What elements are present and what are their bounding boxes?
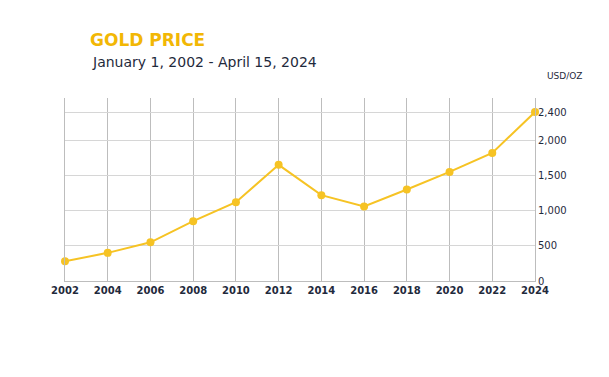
svg-text:2002: 2002 [51,285,79,296]
svg-text:2022: 2022 [478,285,506,296]
svg-text:2016: 2016 [350,285,378,296]
svg-text:2008: 2008 [179,285,207,296]
svg-text:2012: 2012 [265,285,293,296]
svg-text:GOLD PRICE: GOLD PRICE [90,30,205,50]
svg-text:2,000: 2,000 [538,135,567,146]
svg-text:2004: 2004 [94,285,122,296]
svg-text:500: 500 [538,240,557,251]
svg-text:2006: 2006 [137,285,165,296]
svg-text:0: 0 [538,276,544,287]
svg-text:2010: 2010 [222,285,250,296]
svg-text:1,000: 1,000 [538,205,567,216]
svg-text:2,400: 2,400 [538,107,567,118]
svg-text:January 1, 2002 - April 15, 20: January 1, 2002 - April 15, 2024 [92,54,317,70]
svg-text:1,500: 1,500 [538,170,567,181]
svg-text:2024: 2024 [521,285,549,296]
svg-text:2014: 2014 [307,285,335,296]
svg-text:2018: 2018 [393,285,421,296]
svg-text:2020: 2020 [436,285,464,296]
svg-text:USD/OZ: USD/OZ [547,71,583,81]
